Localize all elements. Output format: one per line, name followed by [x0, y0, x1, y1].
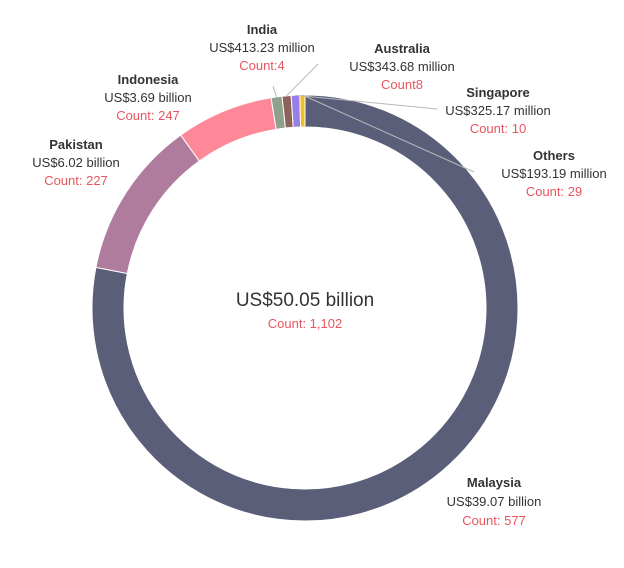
- india-count: Count:4: [239, 58, 285, 73]
- leader-line-singapore: [295, 94, 438, 110]
- label-indonesia: Indonesia US$3.69 billion Count: 247: [104, 72, 191, 123]
- label-australia: Australia US$343.68 million Count8: [349, 41, 455, 92]
- india-value: US$413.23 million: [209, 40, 315, 55]
- pakistan-name: Pakistan: [49, 137, 103, 152]
- indonesia-value: US$3.69 billion: [104, 90, 191, 105]
- indonesia-name: Indonesia: [118, 72, 179, 87]
- indonesia-count: Count: 247: [116, 108, 180, 123]
- singapore-name: Singapore: [466, 85, 530, 100]
- australia-count: Count8: [381, 77, 423, 92]
- leader-line-australia: [286, 63, 319, 97]
- others-value: US$193.19 million: [501, 166, 607, 181]
- slice-singapore[interactable]: [290, 94, 302, 128]
- others-name: Others: [533, 148, 575, 163]
- leader-line-india: [272, 85, 277, 98]
- others-count: Count: 29: [526, 184, 582, 199]
- australia-name: Australia: [374, 41, 430, 56]
- label-others: Others US$193.19 million Count: 29: [501, 148, 607, 199]
- center-count-label: Count: 1,102: [268, 316, 342, 331]
- leader-lines: [272, 63, 475, 173]
- australia-value: US$343.68 million: [349, 59, 455, 74]
- label-india: India US$413.23 million Count:4: [209, 22, 315, 73]
- center-total-label: US$50.05 billion: [236, 290, 374, 311]
- malaysia-name: Malaysia: [467, 475, 522, 490]
- donut-slices: [91, 94, 519, 522]
- singapore-value: US$325.17 million: [445, 103, 551, 118]
- label-malaysia: Malaysia US$39.07 billion Count: 577: [447, 475, 542, 528]
- leader-line-others: [302, 94, 475, 173]
- slice-others[interactable]: [299, 94, 306, 128]
- singapore-count: Count: 10: [470, 121, 526, 136]
- label-singapore: Singapore US$325.17 million Count: 10: [445, 85, 551, 136]
- slice-indonesia[interactable]: [179, 97, 277, 162]
- label-pakistan: Pakistan US$6.02 billion Count: 227: [32, 137, 119, 188]
- slice-malaysia[interactable]: [91, 94, 519, 522]
- pakistan-value: US$6.02 billion: [32, 155, 119, 170]
- pakistan-count: Count: 227: [44, 173, 108, 188]
- india-name: India: [247, 22, 278, 37]
- malaysia-value: US$39.07 billion: [447, 494, 542, 509]
- malaysia-count: Count: 577: [462, 513, 526, 528]
